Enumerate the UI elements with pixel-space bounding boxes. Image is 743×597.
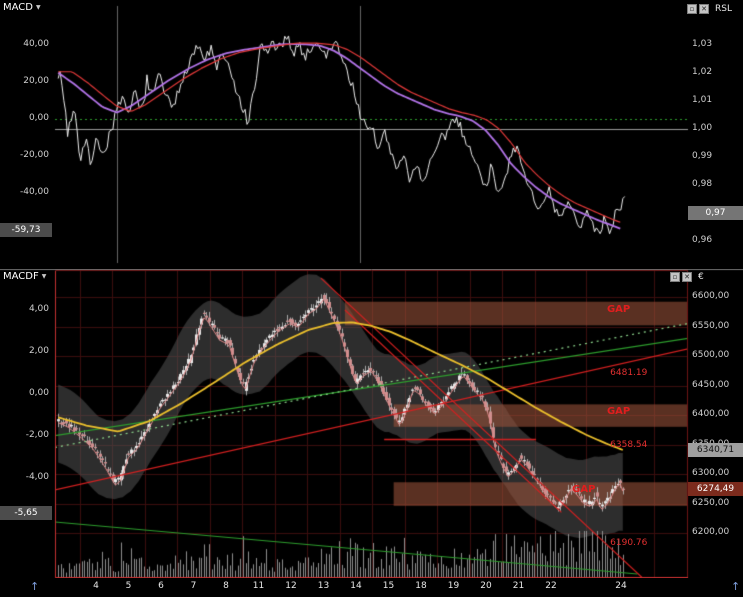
price-indicator-selector[interactable]: MACDF ▼: [3, 271, 46, 282]
y-axis-label: 6600,00: [692, 291, 730, 301]
y-axis-label: 6400,00: [692, 409, 730, 419]
macdf-current-flag: -5,65: [0, 506, 52, 520]
currency-caption: €: [698, 272, 704, 282]
y-axis-label: 6500,00: [692, 350, 730, 360]
close-icon[interactable]: ✕: [682, 272, 692, 282]
y-axis-label: -4,00: [25, 472, 49, 482]
indicator-chart-canvas[interactable]: [0, 0, 743, 269]
indicator-selector[interactable]: MACD ▼: [3, 2, 41, 13]
time-axis-label: 4: [93, 581, 99, 591]
time-axis-label: 5: [125, 581, 132, 591]
y-axis-label: 1,00: [692, 123, 713, 133]
time-axis-label: 8: [223, 581, 229, 591]
y-axis-label: 0,00: [28, 388, 49, 398]
price-annotation: 6190.76: [610, 537, 648, 548]
y-axis-label: 6200,00: [692, 527, 730, 537]
y-axis-label: 0,00: [28, 113, 49, 123]
time-axis-label: 15: [382, 581, 395, 591]
gap-label: GAP: [606, 405, 631, 417]
dropdown-arrow-icon: ▼: [35, 3, 41, 11]
y-axis-label: 1,01: [692, 95, 713, 105]
indicator-right-caption: RSL: [715, 4, 732, 14]
y-axis-label: 0,96: [692, 235, 713, 245]
y-axis-label: -40,00: [19, 187, 49, 197]
gap-label: GAP: [572, 483, 596, 495]
restore-icon[interactable]: ▫: [670, 272, 680, 282]
indicator-selector-label: MACD: [3, 2, 33, 13]
scroll-up-right-icon[interactable]: ↑: [731, 580, 741, 593]
time-axis-label: 12: [285, 581, 297, 591]
time-axis-label: 22: [545, 581, 557, 591]
price-panel: MACDF ▼ ▫ ✕ € -5,65 6340,71 6274,49 4,00…: [0, 269, 743, 578]
y-axis-label: 6250,00: [692, 497, 730, 508]
y-axis-label: -2,00: [25, 430, 49, 440]
close-icon[interactable]: ✕: [699, 4, 709, 14]
y-axis-label: 40,00: [23, 39, 49, 49]
time-axis-label: 24: [615, 581, 627, 591]
restore-icon[interactable]: ▫: [687, 4, 697, 14]
time-axis-label: 13: [317, 581, 330, 591]
dropdown-arrow-icon: ▼: [41, 272, 47, 280]
ma-value-flag: 6340,71: [688, 443, 743, 457]
time-axis-label: 6: [158, 581, 164, 591]
time-axis-label: 14: [350, 581, 362, 591]
indicator-panel: MACD ▼ ▫ ✕ RSL -59,73 0,97 40,00 20,00 0,0…: [0, 0, 743, 269]
y-axis-label: 6550,00: [692, 320, 730, 331]
macd-current-flag: -59,73: [0, 223, 52, 237]
time-axis-label: 7: [190, 581, 197, 591]
y-axis-label: 1,02: [692, 67, 713, 77]
time-axis: ↑ 4 5 6 7 8 11 12 13 14 15 18 19 20 21 22 24 ↑: [0, 578, 743, 597]
rsl-current-flag: 0,97: [688, 206, 743, 220]
y-axis-label: 4,00: [28, 304, 49, 314]
time-axis-label: 11: [252, 581, 265, 591]
time-axis-label: 18: [415, 581, 427, 591]
y-axis-label: 1,03: [692, 39, 713, 49]
indicator-window-controls: ▫ ✕ RSL: [687, 4, 732, 14]
price-annotation: 6481.19: [610, 367, 648, 378]
gap-label: GAP: [606, 304, 631, 316]
time-axis-label: 19: [447, 581, 460, 591]
y-axis-label: 0,98: [692, 179, 713, 189]
y-axis-label: -20,00: [19, 150, 49, 160]
time-axis-label: 20: [480, 581, 492, 591]
y-axis-label: 2,00: [28, 346, 49, 356]
y-axis-label: 20,00: [23, 76, 49, 86]
price-window-controls: ▫ ✕ €: [670, 272, 704, 282]
price-indicator-selector-label: MACDF: [3, 271, 39, 282]
price-annotation: 6358.54: [610, 439, 648, 450]
scroll-up-left-icon[interactable]: ↑: [30, 580, 40, 593]
price-chart-canvas[interactable]: [0, 269, 743, 578]
time-axis-label: 21: [512, 581, 525, 591]
last-price-flag: 6274,49: [688, 482, 743, 496]
y-axis-label: 0,99: [692, 151, 713, 161]
y-axis-label: 6300,00: [692, 468, 730, 478]
y-axis-label: 6450,00: [692, 379, 730, 390]
